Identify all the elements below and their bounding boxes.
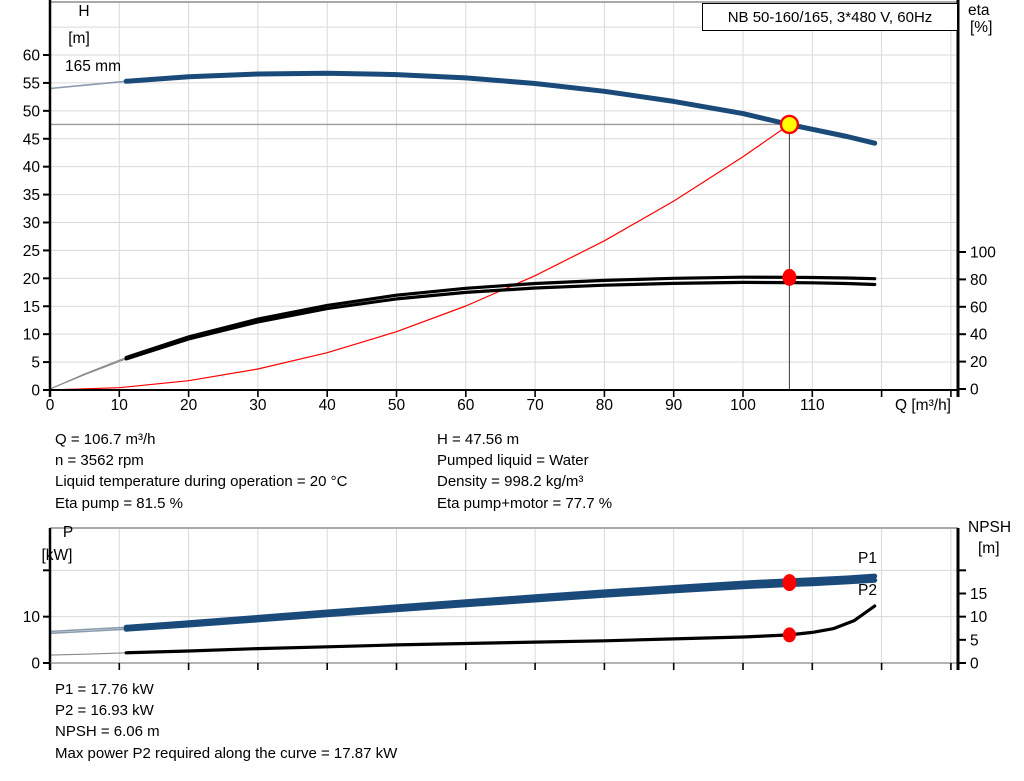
left-axis-tick-label: 0 <box>31 656 40 673</box>
right-axis-title: eta <box>968 2 990 19</box>
p2-value: P2 = 16.93 kW <box>55 702 154 720</box>
curve-size-label: 165 mm <box>65 58 121 75</box>
left-axis-tick-label: 0 <box>31 383 40 400</box>
left-axis-unit: [kW] <box>42 547 73 564</box>
P2-curve <box>123 577 878 632</box>
power-info-block: P1 = 17.76 kW P2 = 16.93 kW NPSH = 6.06 … <box>55 679 397 764</box>
right-axis-tick-label: 0 <box>970 656 979 673</box>
duty-point-npsh[interactable] <box>782 627 796 643</box>
left-axis-tick-label: 30 <box>23 215 41 232</box>
x-axis-tick-label: 80 <box>596 397 614 414</box>
pump-title: NB 50-160/165, 3*480 V, 60Hz <box>727 8 933 26</box>
x-axis-tick-label: 70 <box>526 397 544 414</box>
right-axis-tick-label: 100 <box>970 245 996 262</box>
left-axis-tick-label: 35 <box>23 187 40 204</box>
x-axis-tick-label: 90 <box>665 397 683 414</box>
duty-point-power[interactable] <box>782 574 797 592</box>
x-axis-title: Q [m³/h] <box>895 397 951 414</box>
left-axis-unit: [m] <box>68 30 90 47</box>
density-value: Density = 998.2 kg/m³ <box>437 473 584 491</box>
h-value: H = 47.56 m <box>437 431 520 448</box>
right-axis-tick-label: 60 <box>970 299 988 316</box>
npsh-value: NPSH = 6.06 m <box>55 723 160 741</box>
eta-pump-motor-value: Eta pump+motor = 77.7 % <box>437 494 613 512</box>
NPSH-curve <box>124 604 877 655</box>
left-axis-tick-label: 25 <box>23 243 40 260</box>
left-axis-tick-label: 5 <box>31 355 40 372</box>
speed-value: n = 3562 rpm <box>55 452 144 470</box>
pump-chart: 0 5 10 15 20 25 30 35 40 45 50 55 60 0 20 40 60 80 100 0 10 2… <box>23 0 996 414</box>
x-axis-tick-label: 30 <box>249 397 267 414</box>
P2-curve-lead-in <box>49 628 127 635</box>
p1-value: P1 = 17.76 kW <box>55 681 154 698</box>
x-axis-tick-label: 60 <box>457 397 475 414</box>
liquid-temperature: Liquid temperature during operation = 20… <box>55 473 348 491</box>
system-curve-curve <box>49 123 791 391</box>
x-axis-tick-label: 110 <box>800 397 825 414</box>
right-axis-tick-label: 5 <box>970 632 979 649</box>
x-axis-tick-label: 40 <box>319 397 337 414</box>
right-axis-unit: [%] <box>970 19 992 36</box>
eta-pump-value: Eta pump = 81.5 % <box>55 494 183 512</box>
left-axis-title: H <box>78 3 89 20</box>
title-box: NB 50-160/165, 3*480 V, 60Hz <box>702 3 958 31</box>
max-power-value: Max power P2 required along the curve = … <box>55 744 398 762</box>
eta-pump-motor-curve <box>124 280 877 361</box>
duty-point-eta[interactable] <box>782 268 797 286</box>
left-axis-tick-label: 45 <box>23 131 40 148</box>
P1-curve-lead-in <box>49 626 127 633</box>
left-axis-tick-label: 10 <box>23 609 41 626</box>
right-axis-tick-label: 0 <box>970 382 979 399</box>
eta-pump-curve <box>124 275 877 360</box>
left-axis-tick-label: 55 <box>23 75 40 92</box>
left-axis-tick-label: 40 <box>23 159 41 176</box>
NPSH-curve-lead-in <box>49 652 127 656</box>
p2-curve-label: P2 <box>858 582 877 599</box>
duty-point-head[interactable] <box>779 114 800 135</box>
x-axis-tick-label: 50 <box>388 397 406 414</box>
head-165mm-curve-lead-in <box>49 80 127 90</box>
right-axis-tick-label: 10 <box>970 609 988 626</box>
left-axis-title: P <box>63 524 73 541</box>
right-axis-tick-label: 15 <box>970 586 987 603</box>
right-axis-tick-label: 20 <box>970 354 988 371</box>
x-axis-tick-label: 20 <box>180 397 198 414</box>
q-value: Q = 106.7 m³/h <box>55 431 156 448</box>
right-axis-tick-label: 80 <box>970 272 988 289</box>
x-axis-tick-label: 10 <box>111 397 129 414</box>
x-axis-tick-label: 0 <box>46 397 55 414</box>
power-npsh-chart: 0 10 0 5 10 15 P [kW] NPSH [m] P1 P2 <box>23 519 1011 673</box>
p1-curve-label: P1 <box>858 550 877 567</box>
x-axis-tick-label: 100 <box>730 397 756 414</box>
pumped-liquid: Pumped liquid = Water <box>437 452 589 470</box>
eta-pump-motor-curve-lead-in <box>49 358 127 390</box>
left-axis-tick-label: 50 <box>23 103 41 120</box>
right-axis-unit: [m] <box>978 540 1000 557</box>
P1-curve <box>123 573 878 630</box>
left-axis-tick-label: 10 <box>23 327 41 344</box>
right-axis-title: NPSH <box>968 519 1011 536</box>
right-axis-tick-label: 40 <box>970 327 988 344</box>
left-axis-tick-label: 15 <box>23 299 40 316</box>
left-axis-tick-label: 60 <box>23 48 41 65</box>
head-165mm-curve <box>123 70 878 146</box>
left-axis-tick-label: 20 <box>23 271 41 288</box>
